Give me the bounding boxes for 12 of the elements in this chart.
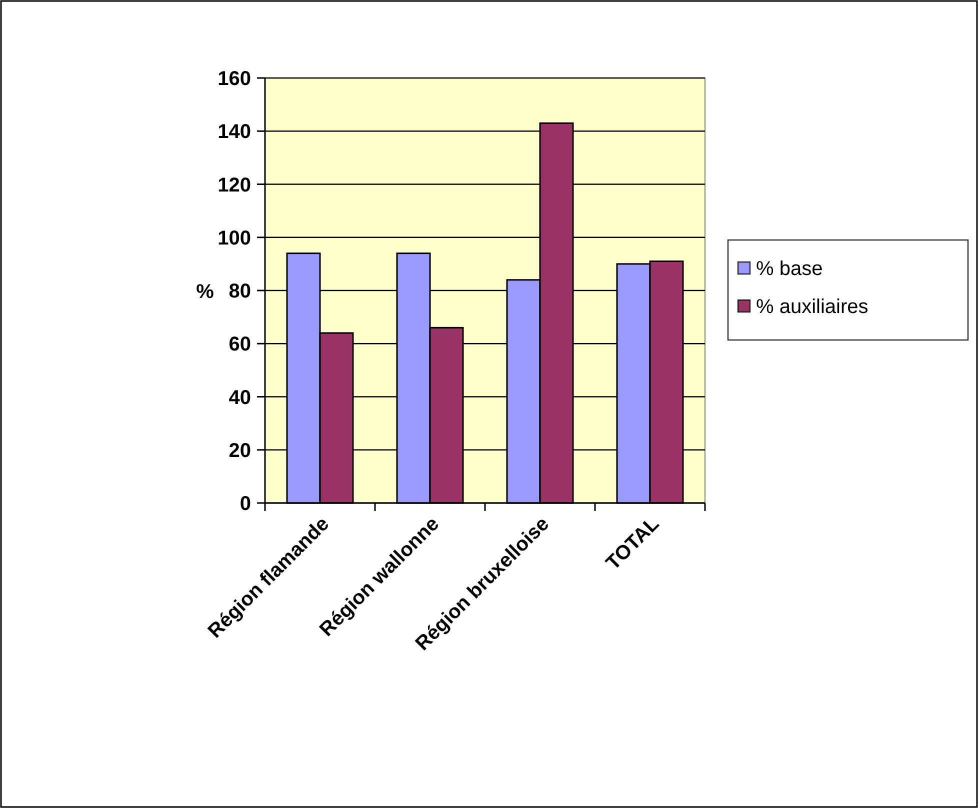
y-tick-label: 40	[228, 386, 251, 409]
y-tick-label: 80	[228, 280, 251, 302]
y-tick-label: 60	[228, 334, 251, 356]
y-tick-label: 20	[228, 440, 251, 462]
y-tick-label: 160	[218, 68, 251, 90]
y-tick-label: 140	[218, 121, 251, 144]
y-axis-title: %	[196, 281, 214, 303]
y-tick-label: 0	[240, 493, 251, 515]
legend-label: % base	[756, 258, 823, 280]
legend-label: % auxiliaires	[756, 296, 868, 318]
y-tick-label: 120	[218, 174, 251, 196]
y-tick-label: 100	[218, 227, 251, 250]
